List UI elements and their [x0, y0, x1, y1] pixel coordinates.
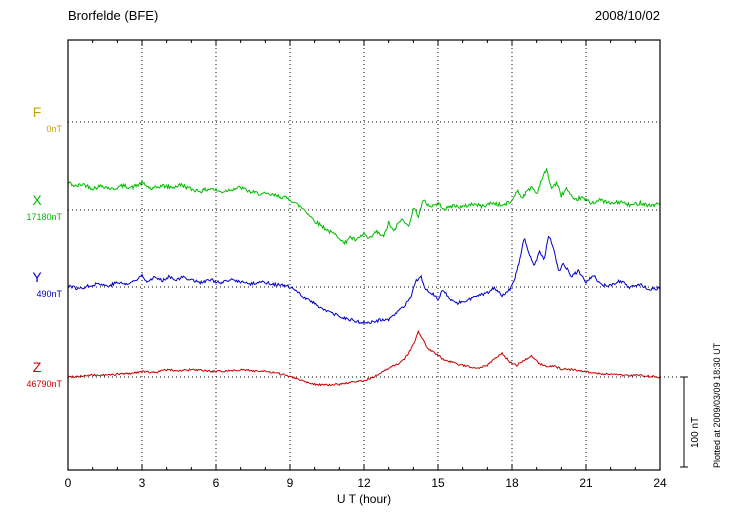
- trace-Y: [67, 235, 661, 325]
- plot-frame: [67, 39, 661, 471]
- x-axis-label: U T (hour): [336, 492, 392, 506]
- trace-Z: [67, 329, 661, 387]
- page-title: Brorfelde (BFE): [68, 8, 159, 23]
- scale-bar-label: 100 nT: [690, 416, 701, 448]
- trace-X: [67, 167, 661, 246]
- plotted-at-note: Plotted at 2009/03/09 18:30 UT: [712, 342, 722, 468]
- date-label: 2008/10/02: [594, 8, 660, 23]
